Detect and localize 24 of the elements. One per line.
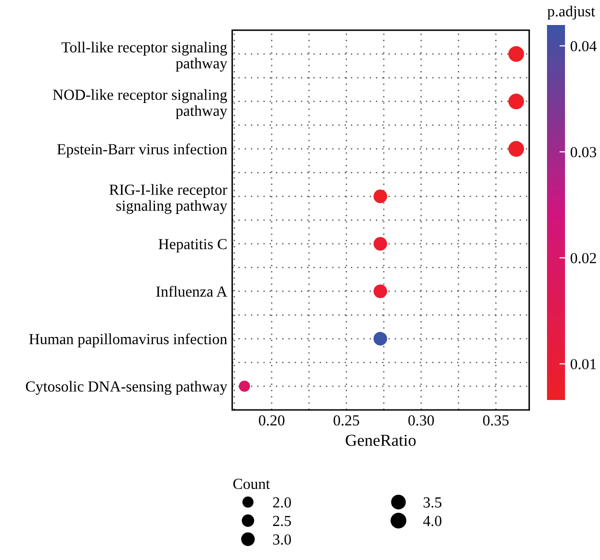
legend-label: 3.5 — [424, 497, 442, 508]
color-bar-label: 0.04 — [570, 40, 597, 52]
y-tick-label: Hepatitis C — [158, 238, 226, 252]
y-tick-label: Epstein-Barr virus infection — [57, 144, 228, 158]
y-tick-label: RIG-I-like receptor signaling pathway — [109, 184, 228, 214]
legend-label: 2.5 — [273, 516, 291, 526]
y-tick-label: Toll-like receptor signaling pathway — [62, 42, 228, 72]
y-tick-label: Influenza A — [156, 286, 228, 297]
color-bar-title: p.adjust — [547, 6, 596, 20]
y-tick-label: NOD-like receptor signaling pathway — [52, 89, 228, 120]
color-bar-label: 0.03 — [570, 146, 596, 158]
color-bar-label: 0.02 — [570, 252, 596, 264]
y-tick-label: Cytosolic DNA-sensing pathway — [26, 380, 228, 395]
legend-label: 4.0 — [423, 516, 442, 526]
x-tick-label: 0.35 — [483, 415, 509, 426]
legend-label: 2.0 — [273, 497, 291, 508]
x-tick-label: 0.20 — [258, 415, 284, 426]
legend-title: Count — [233, 478, 270, 490]
legend-label: 3.0 — [273, 534, 291, 545]
x-axis-title: GeneRatio — [346, 434, 416, 446]
x-tick-label: 0.25 — [334, 415, 360, 426]
x-tick-label: 0.30 — [408, 415, 434, 426]
color-bar-label: 0.01 — [570, 358, 596, 370]
y-tick-label: Human papillomavirus infection — [29, 333, 228, 348]
